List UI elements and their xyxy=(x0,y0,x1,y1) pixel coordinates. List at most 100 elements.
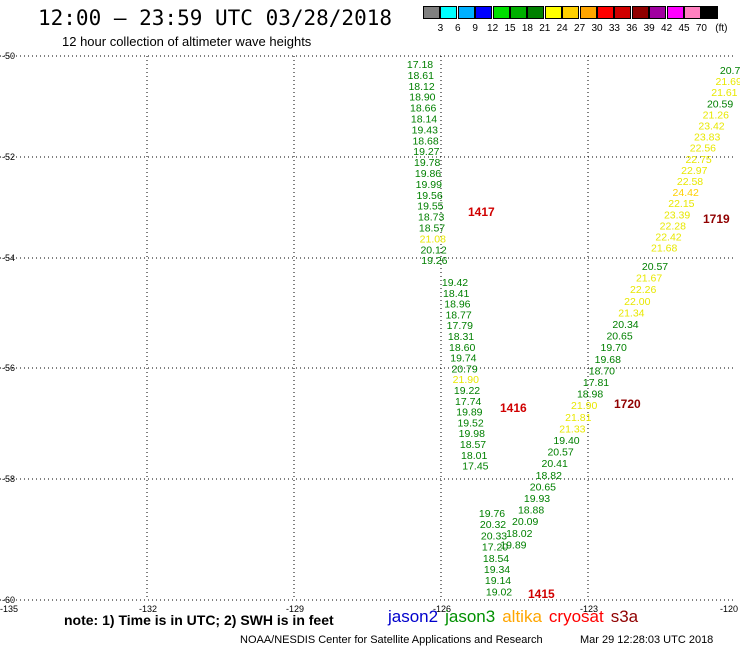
wave-height-value: 19.99 xyxy=(416,179,442,191)
wave-height-value: 17.18 xyxy=(407,59,433,71)
latitude-label: -58 xyxy=(2,474,15,484)
legend-swatch xyxy=(510,6,527,19)
wave-height-value: 19.86 xyxy=(415,168,441,180)
wave-height-value: 23.42 xyxy=(698,121,724,133)
wave-height-value: 19.89 xyxy=(500,539,526,551)
graticule xyxy=(0,55,735,601)
legend-swatch xyxy=(649,6,667,19)
wave-height-value: 18.88 xyxy=(518,505,544,517)
wave-height-value: 17.74 xyxy=(455,396,481,408)
wave-height-value: 19.40 xyxy=(553,435,579,447)
satellite-jason3: jason3 xyxy=(445,607,496,626)
wave-height-value: 18.68 xyxy=(412,135,438,147)
wave-height-value: 18.01 xyxy=(461,450,487,462)
wave-height-value: 19.76 xyxy=(479,508,505,520)
wave-height-value: 22.97 xyxy=(681,165,707,177)
wave-height-value: 18.66 xyxy=(410,103,436,115)
wave-height-value: 20.65 xyxy=(606,331,632,343)
legend-tick-label: 12 xyxy=(487,23,499,34)
wave-height-value: 20.59 xyxy=(707,98,733,110)
wave-height-value: 18.82 xyxy=(536,470,562,482)
wave-height-value: 18.14 xyxy=(411,114,437,126)
track-pass-1416: 19.4218.4118.9618.7717.7918.3118.6019.74… xyxy=(442,277,527,473)
wave-height-value: 18.57 xyxy=(419,223,445,235)
legend-tick-label: 6 xyxy=(455,23,461,34)
generation-timestamp: Mar 29 12:28:03 UTC 2018 xyxy=(580,634,714,646)
wave-height-value: 18.73 xyxy=(418,212,444,224)
wave-height-value: 18.61 xyxy=(408,70,434,82)
wave-height-value: 21.90 xyxy=(571,400,597,412)
latitude-label: -54 xyxy=(2,253,15,263)
legend-tick-label: 33 xyxy=(608,23,620,34)
wave-height-value: 19.89 xyxy=(456,407,482,419)
wave-height-value: 21.08 xyxy=(420,233,446,245)
wave-height-value: 19.26 xyxy=(421,255,447,267)
longitude-label: -135 xyxy=(0,604,18,614)
legend-swatch xyxy=(562,6,580,19)
wave-height-value: 19.74 xyxy=(450,353,476,365)
legend-tick-label: 21 xyxy=(539,23,551,34)
legend-swatch xyxy=(701,6,719,19)
wave-height-value: 22.15 xyxy=(668,198,694,210)
wave-height-value: 19.02 xyxy=(486,586,512,598)
wave-height-value: 18.12 xyxy=(408,81,434,93)
wave-height-value: 21.81 xyxy=(565,412,591,424)
wave-height-value: 19.68 xyxy=(595,354,621,366)
wave-height-value: 19.22 xyxy=(454,385,480,397)
legend-swatch xyxy=(440,6,458,19)
wave-height-value: 21.68 xyxy=(651,243,677,255)
wave-height-value: 22.26 xyxy=(630,284,656,296)
longitude-label: -120 xyxy=(720,604,738,614)
wave-height-value: 22.58 xyxy=(677,176,703,188)
wave-height-value: 20.57 xyxy=(547,447,573,459)
track-pass-1719: 20.7221.6921.6120.5921.2623.4223.8322.56… xyxy=(651,65,740,255)
legend-swatch xyxy=(475,6,493,19)
wave-height-value: 18.70 xyxy=(589,365,615,377)
wave-height-value: 23.39 xyxy=(664,209,690,221)
wave-height-value: 19.42 xyxy=(442,277,468,289)
track-pass-1417: 17.1818.6118.1218.9018.6618.1419.4318.68… xyxy=(407,59,495,267)
wave-height-value: 19.27 xyxy=(413,146,439,158)
wave-height-value: 19.43 xyxy=(412,124,438,136)
wave-height-value: 21.69 xyxy=(716,76,740,88)
satellite-cryosat: cryosat xyxy=(548,607,604,626)
wave-height-value: 19.98 xyxy=(459,428,485,440)
legend-swatch xyxy=(597,6,614,19)
wave-height-value: 17.20 xyxy=(482,542,508,554)
wave-height-value: 18.98 xyxy=(577,389,603,401)
legend-swatch xyxy=(579,6,597,19)
wave-height-value: 22.56 xyxy=(690,143,716,155)
pass-time-label: 1719 xyxy=(703,212,730,226)
wave-height-value: 21.26 xyxy=(703,109,729,121)
wave-height-value: 19.34 xyxy=(484,564,510,576)
legend-tick-label: 70 xyxy=(695,23,707,34)
credit-line: NOAA/NESDIS Center for Satellite Applica… xyxy=(240,634,543,646)
legend-tick-label: 27 xyxy=(574,23,586,34)
wave-height-value: 21.34 xyxy=(618,307,644,319)
legend-tick-label: 24 xyxy=(556,23,568,34)
pass-time-label: 1417 xyxy=(468,205,495,219)
wave-height-value: 20.57 xyxy=(642,261,668,273)
wave-height-value: 19.14 xyxy=(485,575,511,587)
wave-height-value: 22.00 xyxy=(624,296,650,308)
wave-height-value: 20.32 xyxy=(480,519,506,531)
wave-height-value: 17.79 xyxy=(447,320,473,332)
wave-height-value: 20.41 xyxy=(542,458,568,470)
wave-height-value: 20.12 xyxy=(420,244,446,256)
longitude-label: -132 xyxy=(139,604,157,614)
wave-height-value: 20.79 xyxy=(451,363,477,375)
satellite-legend: jason2 jason3 altika cryosat s3a xyxy=(388,607,645,627)
legend-swatch xyxy=(492,6,510,19)
wave-height-value: 19.70 xyxy=(601,342,627,354)
legend-tick-label: 9 xyxy=(472,23,478,34)
map-title: 12:00 – 23:59 UTC 03/28/2018 xyxy=(38,6,393,30)
track-pass-1720: 20.5721.6722.2622.0021.3420.3420.6519.70… xyxy=(500,261,668,551)
wave-height-value: 20.33 xyxy=(481,530,507,542)
longitude-label: -123 xyxy=(580,604,598,614)
legend-tick-label: 15 xyxy=(504,23,516,34)
wave-height-value: 18.54 xyxy=(483,553,509,565)
legend-tick-label: 18 xyxy=(521,23,533,34)
altimeter-tracks: 17.1818.6118.1218.9018.6618.1419.4318.68… xyxy=(407,59,740,601)
wave-height-value: 19.78 xyxy=(414,157,440,169)
